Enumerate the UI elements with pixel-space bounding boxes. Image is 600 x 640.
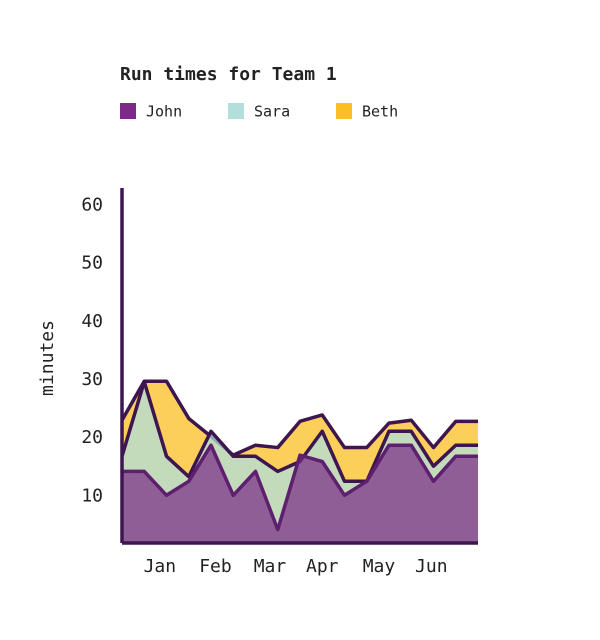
x-tick-label: Mar xyxy=(254,556,287,577)
area-line xyxy=(120,379,478,457)
y-tick-label: 10 xyxy=(81,485,103,506)
x-tick-label: Apr xyxy=(306,556,339,577)
y-tick-label: 20 xyxy=(81,427,103,448)
x-tick-label: Feb xyxy=(199,556,232,577)
legend-label: Beth xyxy=(362,103,398,121)
legend-label: Sara xyxy=(254,103,290,121)
x-tick-label: May xyxy=(363,556,396,577)
area xyxy=(122,445,478,543)
x-tick-label: Jun xyxy=(415,556,448,577)
legend-swatch xyxy=(120,103,136,119)
y-axis-label: minutes xyxy=(37,320,58,396)
legend-swatch xyxy=(336,103,352,119)
legend-swatch xyxy=(228,103,244,119)
legend-label: John xyxy=(146,103,182,121)
y-tick-label: 40 xyxy=(81,311,103,332)
area-line xyxy=(122,443,478,532)
y-tick-label: 60 xyxy=(81,194,103,215)
y-tick-label: 50 xyxy=(81,253,103,274)
y-tick-label: 30 xyxy=(81,369,103,390)
x-tick-label: Jan xyxy=(144,556,177,577)
chart-title: Run times for Team 1 xyxy=(120,64,337,85)
